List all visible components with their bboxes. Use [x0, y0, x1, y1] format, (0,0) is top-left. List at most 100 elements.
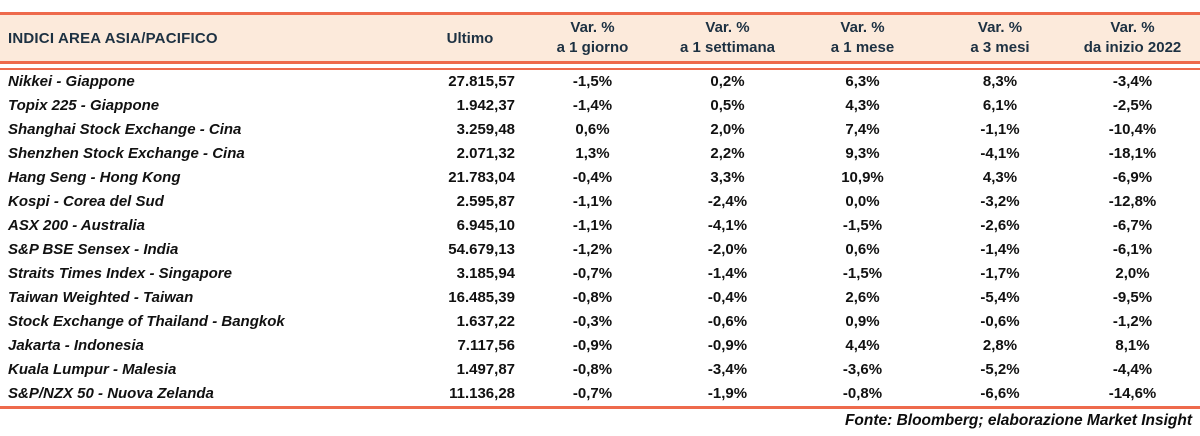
period-label: a 1 giorno [556, 39, 629, 56]
var-cell: 2,8% [982, 337, 1018, 354]
var-cell: -2,6% [980, 217, 1020, 234]
index-name-cell: Nikkei - Giappone [8, 73, 135, 90]
var-cell: -0,8% [572, 289, 613, 306]
var-percent-label: Var. % [705, 19, 750, 36]
var-cell: 0,2% [710, 73, 745, 90]
var-cell: -14,6% [1108, 385, 1157, 402]
table-row: Topix 225 - Giappone 1.942,37 -1,4% 0,5% 4,3… [0, 94, 1200, 118]
var-cell: -0,9% [707, 337, 748, 354]
var-cell: -10,4% [1108, 121, 1157, 138]
var-percent-label: Var. % [1110, 19, 1155, 36]
var-cell: -9,5% [1112, 289, 1153, 306]
var-cell: 0,6% [575, 121, 610, 138]
period-label: a 1 settimana [679, 39, 776, 56]
table-row: Shanghai Stock Exchange - Cina 3.259,48 0,… [0, 118, 1200, 142]
var-cell: 4,3% [845, 97, 880, 114]
var-cell: -0,8% [842, 385, 883, 402]
column-header-var-3-mesi: Var. % a 3 mesi [935, 18, 1065, 58]
table-row: Shenzhen Stock Exchange - Cina 2.071,32 1,… [0, 142, 1200, 166]
ultimo-cell: 6.945,10 [456, 217, 515, 234]
ultimo-cell: 54.679,13 [448, 241, 515, 258]
index-name-cell: Jakarta - Indonesia [8, 337, 144, 354]
index-name-cell: Stock Exchange of Thailand - Bangkok [8, 313, 285, 330]
table-row: ASX 200 - Australia 6.945,10 -1,1% -4,1% -1,… [0, 214, 1200, 238]
index-name-cell: Shenzhen Stock Exchange - Cina [8, 145, 245, 162]
var-cell: 4,3% [982, 169, 1018, 186]
var-cell: -1,5% [572, 73, 613, 90]
var-cell: -0,6% [707, 313, 748, 330]
index-name-cell: Shanghai Stock Exchange - Cina [8, 121, 242, 138]
var-cell: -2,4% [707, 193, 748, 210]
ultimo-cell: 21.783,04 [448, 169, 515, 186]
var-cell: -2,5% [1112, 97, 1153, 114]
index-name-cell: ASX 200 - Australia [8, 217, 145, 234]
var-cell: -1,1% [980, 121, 1020, 138]
var-cell: 2,2% [710, 145, 745, 162]
table-header-band: INDICI AREA ASIA/PACIFICO Ultimo Var. % … [0, 12, 1200, 64]
table-row: Stock Exchange of Thailand - Bangkok 1.63… [0, 310, 1200, 334]
table-title: INDICI AREA ASIA/PACIFICO [8, 29, 218, 47]
table-row: Jakarta - Indonesia 7.117,56 -0,9% -0,9% 4,4… [0, 334, 1200, 358]
var-cell: -18,1% [1108, 145, 1157, 162]
var-cell: -0,3% [572, 313, 613, 330]
column-header-var-inizio-2022: Var. % da inizio 2022 [1065, 18, 1200, 58]
var-cell: -3,4% [1112, 73, 1153, 90]
var-cell: 2,0% [710, 121, 745, 138]
var-cell: -0,6% [980, 313, 1020, 330]
var-cell: -6,1% [1112, 241, 1153, 258]
var-cell: 0,0% [845, 193, 880, 210]
var-cell: -0,7% [572, 385, 613, 402]
table-row: Hang Seng - Hong Kong 21.783,04 -0,4% 3,3% 1… [0, 166, 1200, 190]
var-cell: 4,4% [845, 337, 880, 354]
var-percent-label: Var. % [977, 19, 1023, 36]
var-cell: -1,9% [707, 385, 748, 402]
header-double-rule [0, 68, 1200, 70]
var-cell: 6,1% [982, 97, 1018, 114]
var-cell: -1,4% [572, 97, 613, 114]
var-cell: -6,9% [1112, 169, 1153, 186]
var-cell: -0,9% [572, 337, 613, 354]
column-header-ultimo: Ultimo [446, 29, 494, 47]
var-cell: -0,4% [572, 169, 613, 186]
var-cell: -1,1% [572, 217, 613, 234]
ultimo-cell: 2.071,32 [456, 145, 515, 162]
var-cell: -1,5% [842, 265, 883, 282]
var-cell: 8,3% [982, 73, 1018, 90]
var-cell: -3,4% [707, 361, 748, 378]
var-cell: -4,1% [707, 217, 748, 234]
ultimo-cell: 11.136,28 [449, 385, 515, 402]
var-cell: 9,3% [845, 145, 880, 162]
var-cell: 10,9% [841, 169, 884, 186]
table-row: Nikkei - Giappone 27.815,57 -1,5% 0,2% 6,3% 8… [0, 70, 1200, 94]
index-name-cell: Taiwan Weighted - Taiwan [8, 289, 194, 306]
ultimo-cell: 16.485,39 [448, 289, 515, 306]
var-cell: -4,4% [1112, 361, 1153, 378]
var-cell: 1,3% [575, 145, 610, 162]
table-row: S&P/NZX 50 - Nuova Zelanda 11.136,28 -0,7%… [0, 382, 1200, 406]
var-percent-label: Var. % [570, 19, 615, 36]
index-name-cell: Straits Times Index - Singapore [8, 265, 232, 282]
index-name-cell: S&P/NZX 50 - Nuova Zelanda [8, 385, 214, 402]
ultimo-cell: 3.259,48 [456, 121, 515, 138]
var-cell: -1,4% [980, 241, 1020, 258]
column-header-var-1-settimana: Var. % a 1 settimana [665, 18, 790, 58]
var-cell: 8,1% [1115, 337, 1150, 354]
index-name-cell: Hang Seng - Hong Kong [8, 169, 181, 186]
var-cell: -1,1% [572, 193, 613, 210]
var-cell: 0,9% [845, 313, 880, 330]
var-cell: 0,5% [710, 97, 745, 114]
var-cell: 6,3% [845, 73, 880, 90]
var-cell: -1,2% [1112, 313, 1153, 330]
var-cell: 0,6% [845, 241, 880, 258]
var-cell: 2,0% [1115, 265, 1150, 282]
period-label: a 1 mese [830, 39, 895, 56]
header-rule-gap [0, 64, 1200, 68]
ultimo-cell: 2.595,87 [456, 193, 515, 210]
source-note: Fonte: Bloomberg; elaborazione Market In… [844, 412, 1192, 429]
column-header-var-1-giorno: Var. % a 1 giorno [520, 18, 665, 58]
column-header-var-1-mese: Var. % a 1 mese [790, 18, 935, 58]
var-cell: 2,6% [845, 289, 880, 306]
table-row: Taiwan Weighted - Taiwan 16.485,39 -0,8% -0… [0, 286, 1200, 310]
table-row: S&P BSE Sensex - India 54.679,13 -1,2% -2,0… [0, 238, 1200, 262]
